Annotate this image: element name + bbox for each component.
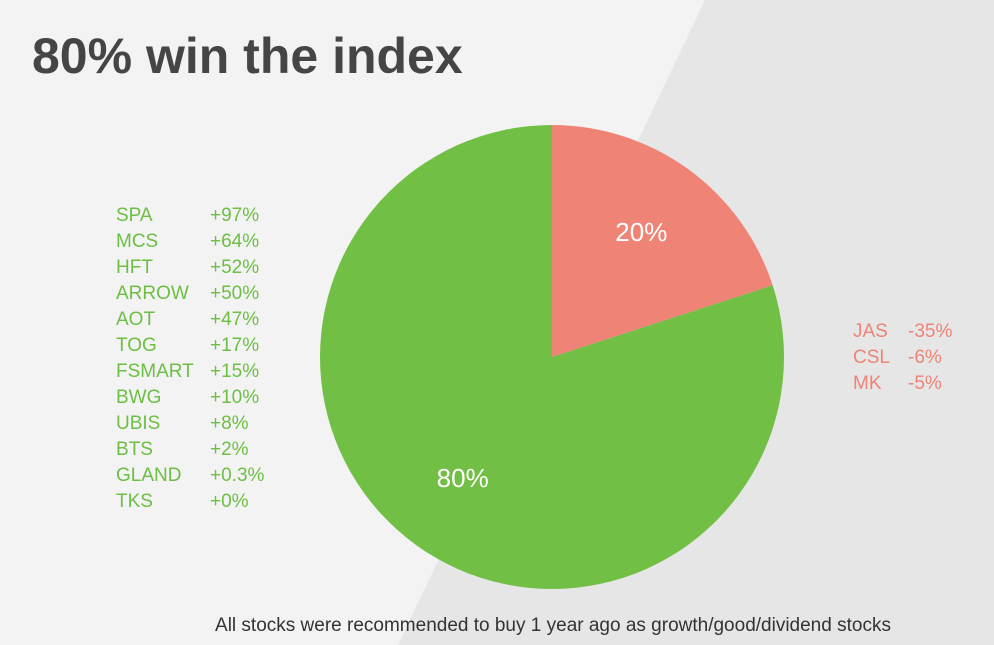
chart-title: 80% win the index xyxy=(32,28,463,84)
gainer-change: +97% xyxy=(210,205,259,226)
gainer-change: +47% xyxy=(210,309,259,330)
gainer-name: HFT xyxy=(116,257,153,278)
gainer-change: +0% xyxy=(210,491,249,512)
loser-change: -35% xyxy=(908,321,952,342)
slice-label: 20% xyxy=(615,217,667,247)
loser-name: MK xyxy=(853,373,882,394)
gainer-name: BWG xyxy=(116,387,161,408)
gainer-name: SPA xyxy=(116,205,153,226)
gainer-change: +52% xyxy=(210,257,259,278)
loser-change: -5% xyxy=(908,373,942,394)
loser-change: -6% xyxy=(908,347,942,368)
caption: All stocks were recommended to buy 1 yea… xyxy=(215,615,891,636)
pie-slice xyxy=(552,125,773,357)
gainer-name: AOT xyxy=(116,309,155,330)
gainer-change: +0.3% xyxy=(210,465,265,486)
slice-label: 80% xyxy=(437,463,489,493)
gainer-name: MCS xyxy=(116,231,158,252)
gainer-change: +10% xyxy=(210,387,259,408)
gainer-change: +2% xyxy=(210,439,249,460)
gainer-name: TOG xyxy=(116,335,157,356)
gainer-name: GLAND xyxy=(116,465,181,486)
gainer-name: UBIS xyxy=(116,413,160,434)
loser-name: JAS xyxy=(853,321,888,342)
pie-slice xyxy=(320,125,785,589)
gainer-change: +64% xyxy=(210,231,259,252)
gainer-change: +8% xyxy=(210,413,249,434)
gainer-name: BTS xyxy=(116,439,153,460)
gainer-change: +17% xyxy=(210,335,259,356)
gainer-name: TKS xyxy=(116,491,153,512)
gainer-change: +50% xyxy=(210,283,259,304)
gainer-name: ARROW xyxy=(116,283,189,304)
gainer-change: +15% xyxy=(210,361,259,382)
loser-name: CSL xyxy=(853,347,890,368)
gainer-name: FSMART xyxy=(116,361,194,382)
